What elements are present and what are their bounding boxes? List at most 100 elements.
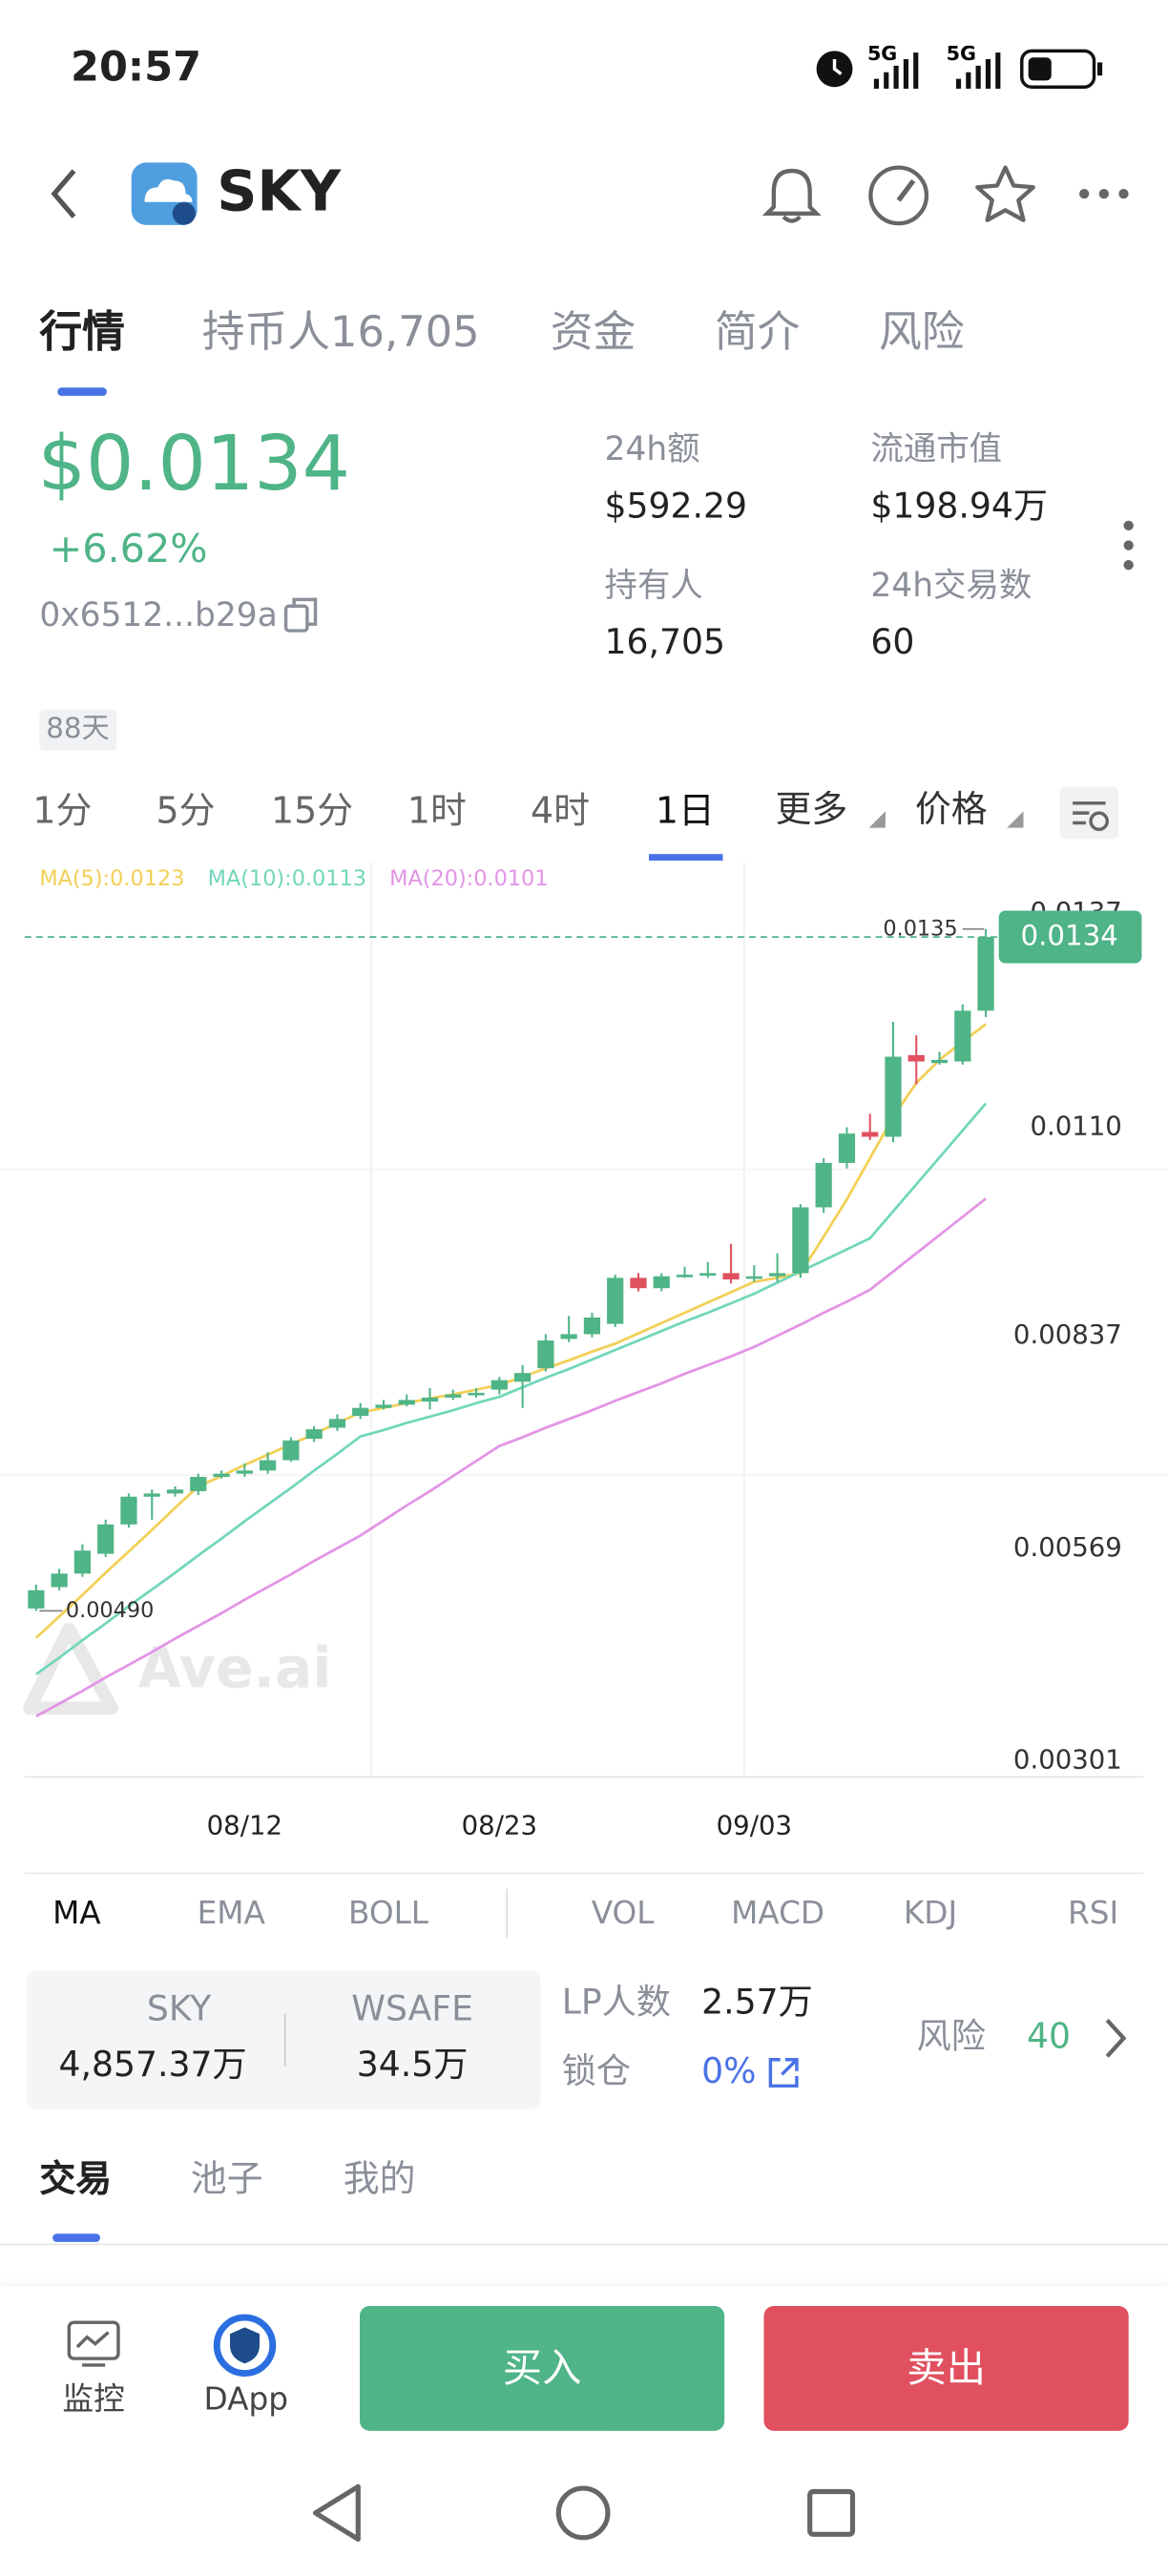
dropdown-arrows bbox=[868, 811, 1024, 828]
candle-body bbox=[421, 1397, 439, 1402]
pool-symbol: WSAFE bbox=[351, 1988, 473, 2029]
sell-button[interactable]: 卖出 bbox=[763, 2305, 1129, 2431]
candle-body bbox=[862, 1132, 879, 1137]
token-title: SKY bbox=[217, 158, 342, 225]
ma-line bbox=[34, 1023, 987, 1639]
more-button[interactable] bbox=[1117, 519, 1140, 575]
signal-label: 5G bbox=[867, 42, 897, 65]
tab[interactable]: 池子 bbox=[190, 2159, 263, 2201]
candle-body bbox=[305, 1429, 323, 1440]
price: $0.0134 bbox=[37, 418, 351, 508]
candle-body bbox=[583, 1317, 601, 1335]
interval[interactable]: 1日 bbox=[655, 791, 715, 833]
tab[interactable]: 资金 bbox=[550, 308, 636, 359]
candle-body bbox=[143, 1493, 160, 1497]
lock-value[interactable]: 0% bbox=[701, 2051, 757, 2091]
candle-body bbox=[676, 1275, 694, 1278]
tab[interactable]: 我的 bbox=[343, 2159, 416, 2201]
candle-body bbox=[490, 1380, 508, 1390]
interval[interactable]: 1时 bbox=[407, 791, 467, 833]
interval[interactable]: 1分 bbox=[32, 791, 93, 833]
indicator[interactable]: BOLL bbox=[347, 1895, 429, 1932]
ma-line bbox=[35, 1197, 987, 1718]
x-tick-label: 08/23 bbox=[462, 1810, 537, 1840]
indicator[interactable]: MA bbox=[52, 1895, 101, 1932]
candle-body bbox=[722, 1273, 740, 1280]
nav-label[interactable]: DApp bbox=[203, 2381, 288, 2419]
risk-arrow[interactable] bbox=[1100, 2017, 1133, 2060]
x-tick-label: 08/12 bbox=[207, 1810, 282, 1840]
candle-body bbox=[398, 1400, 415, 1405]
indicator[interactable]: RSI bbox=[1067, 1895, 1119, 1932]
tab[interactable]: 风险 bbox=[879, 308, 965, 359]
candle-body bbox=[375, 1404, 392, 1408]
ma-line bbox=[35, 1102, 988, 1675]
tab[interactable]: 持币人16,705 bbox=[201, 308, 480, 359]
price-mode[interactable]: 价格 bbox=[914, 790, 988, 832]
tab[interactable]: 行情 bbox=[39, 308, 125, 359]
tab[interactable]: 简介 bbox=[714, 308, 801, 359]
monitor-icon[interactable] bbox=[66, 2319, 122, 2369]
indicator[interactable]: VOL bbox=[591, 1895, 655, 1932]
tab-indicator bbox=[57, 387, 107, 396]
candle-body bbox=[259, 1460, 277, 1471]
external-link[interactable] bbox=[765, 2055, 802, 2091]
indicator[interactable]: EMA bbox=[197, 1895, 265, 1932]
candle-body bbox=[352, 1407, 369, 1416]
nav-label[interactable]: 监控 bbox=[62, 2381, 125, 2419]
watermark: Ave.ai bbox=[138, 1636, 332, 1701]
candle-body bbox=[236, 1470, 253, 1474]
stat-label: 24h交易数 bbox=[870, 565, 1032, 605]
separator bbox=[506, 1888, 508, 1939]
system-nav[interactable] bbox=[296, 2477, 871, 2549]
watermark-logo bbox=[23, 1622, 118, 1715]
candle-body bbox=[73, 1550, 92, 1574]
dapp-icon[interactable] bbox=[212, 2313, 278, 2379]
lp-label: LP人数 bbox=[561, 1982, 672, 2023]
candle-body bbox=[328, 1419, 346, 1428]
interval[interactable]: 5分 bbox=[156, 791, 216, 833]
candle-body bbox=[282, 1440, 300, 1461]
interval[interactable]: 4时 bbox=[531, 791, 591, 833]
risk-label: 风险 bbox=[916, 2017, 986, 2057]
interval-more[interactable]: 更多 bbox=[775, 790, 848, 832]
candle-body bbox=[630, 1278, 647, 1289]
tab-indicator bbox=[52, 2233, 101, 2242]
low-marker: 0.00490 bbox=[66, 1598, 154, 1623]
indicator[interactable]: KDJ bbox=[903, 1895, 958, 1932]
stat-value: $198.94万 bbox=[870, 486, 1049, 526]
age-badge: 88天 bbox=[39, 709, 116, 751]
tab[interactable]: 交易 bbox=[39, 2159, 113, 2201]
x-tick-label: 09/03 bbox=[717, 1810, 792, 1840]
stat-label: 持有人 bbox=[604, 565, 703, 605]
indicator[interactable]: MACD bbox=[731, 1895, 825, 1932]
interval[interactable]: 15分 bbox=[271, 791, 354, 833]
header-actions[interactable] bbox=[759, 161, 1137, 227]
pool-amount: 34.5万 bbox=[356, 2045, 469, 2085]
y-tick-label: 0.00301 bbox=[1013, 1744, 1122, 1775]
ma-legend: MA(5):0.0123 MA(10):0.0113 MA(20):0.0101 bbox=[39, 869, 571, 890]
candle-body bbox=[607, 1278, 624, 1324]
chart-settings[interactable] bbox=[1059, 786, 1119, 840]
pool-amount: 4,857.37万 bbox=[58, 2045, 247, 2085]
candle-body bbox=[699, 1273, 717, 1276]
candle-body bbox=[190, 1476, 207, 1491]
copy-button[interactable] bbox=[282, 594, 322, 634]
candle-body bbox=[120, 1496, 137, 1525]
pool-card bbox=[26, 1970, 541, 2109]
risk-value[interactable]: 40 bbox=[1026, 2017, 1071, 2057]
contract-address: 0x6512...b29a bbox=[39, 594, 278, 634]
candlestick-chart: Ave.ai 0.01370.01100.008370.005690.00301… bbox=[0, 862, 1168, 1840]
separator bbox=[283, 2013, 286, 2067]
back-button[interactable] bbox=[41, 161, 107, 227]
candle-body bbox=[907, 1054, 925, 1062]
candle-body bbox=[28, 1589, 45, 1609]
candle-body bbox=[468, 1392, 485, 1396]
candle-body bbox=[51, 1573, 68, 1588]
status-time: 20:57 bbox=[71, 42, 202, 91]
buy-button[interactable]: 买入 bbox=[360, 2305, 725, 2431]
token-logo bbox=[131, 162, 198, 225]
legend-entry: MA(20):0.0101 bbox=[389, 866, 549, 892]
